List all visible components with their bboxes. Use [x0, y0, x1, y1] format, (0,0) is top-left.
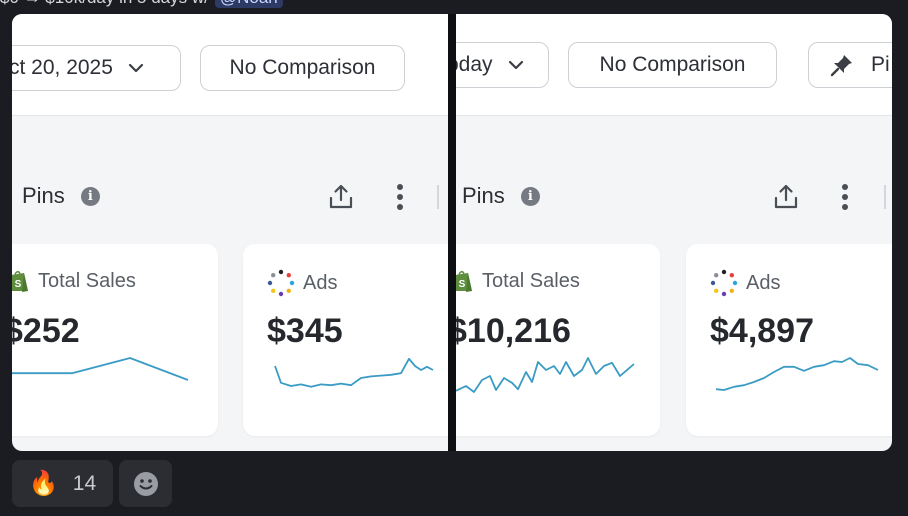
metric-card-ads[interactable]: Ads $4,897 — [686, 244, 892, 436]
pin-pill[interactable]: Pi — [808, 42, 892, 88]
attachment-image-right[interactable]: oday No Comparison Pi Pins i — [456, 14, 892, 451]
pins-header: Pins i — [456, 179, 892, 215]
comparison-label: No Comparison — [229, 56, 376, 79]
message-text: $0 → $10k/day in 5 days w/ @Noah — [0, 0, 283, 10]
sparkline-path — [456, 357, 635, 393]
more-vertical-icon[interactable] — [829, 181, 861, 213]
info-icon[interactable]: i — [80, 186, 100, 206]
sparkline-path — [274, 357, 434, 388]
svg-text:S: S — [459, 279, 466, 290]
shopify-icon: S — [12, 269, 30, 293]
card-value: $4,897 — [710, 312, 814, 350]
card-title: Total Sales — [482, 269, 580, 292]
card-title: Ads — [746, 271, 781, 294]
chevron-down-icon — [128, 63, 144, 73]
info-icon[interactable]: i — [520, 186, 540, 206]
user-mention[interactable]: @Noah — [214, 0, 283, 8]
toolbar-divider — [437, 185, 439, 209]
card-value: $10,216 — [456, 312, 571, 350]
chevron-down-icon — [508, 60, 523, 70]
card-header: Ads — [267, 269, 337, 297]
message-fragment: $0 → $10k/day in 5 days w/ — [0, 0, 209, 8]
date-range-pill[interactable]: oday — [456, 42, 549, 88]
metric-card-total-sales[interactable]: S Total Sales $10,216 — [456, 244, 660, 436]
ads-dots-icon — [267, 269, 295, 297]
add-reaction-button[interactable] — [119, 460, 172, 507]
dashboard-toolbar: ct 20, 2025 No Comparison — [12, 14, 448, 116]
ads-dots-icon — [710, 269, 738, 297]
sparkline-path — [715, 357, 879, 391]
pins-label: Pins — [462, 183, 505, 208]
sparkline — [715, 357, 879, 391]
pins-label: Pins — [22, 183, 65, 208]
card-header: Ads — [710, 269, 780, 297]
svg-text:S: S — [15, 279, 22, 290]
add-reaction-icon — [133, 471, 158, 496]
comparison-label: No Comparison — [599, 53, 746, 76]
pins-title: Pins i — [22, 183, 100, 209]
card-title: Ads — [303, 271, 338, 294]
toolbar-divider — [884, 185, 886, 209]
reactions-bar: 🔥 14 — [12, 460, 172, 507]
reaction-count: 14 — [72, 471, 97, 495]
date-range-label: oday — [456, 53, 493, 76]
pins-title: Pins i — [462, 183, 540, 209]
comparison-pill[interactable]: No Comparison — [568, 42, 777, 88]
fire-emoji: 🔥 — [28, 470, 59, 497]
dashboard-toolbar: oday No Comparison Pi — [456, 14, 892, 116]
sparkline — [456, 357, 635, 393]
card-value: $252 — [12, 312, 80, 350]
metric-card-ads[interactable]: Ads $345 — [243, 244, 448, 436]
pins-header: Pins i — [12, 179, 448, 215]
card-header: S Total Sales — [12, 269, 136, 293]
date-range-pill[interactable]: ct 20, 2025 — [12, 45, 181, 91]
sparkline-path — [12, 357, 189, 381]
card-value: $345 — [267, 312, 343, 350]
metric-card-total-sales[interactable]: S Total Sales $252 — [12, 244, 218, 436]
comparison-pill[interactable]: No Comparison — [200, 45, 405, 91]
sparkline — [274, 357, 434, 388]
sparkline — [12, 357, 189, 381]
pin-label: Pi — [871, 53, 890, 76]
pin-icon — [830, 55, 852, 77]
reaction-fire[interactable]: 🔥 14 — [12, 460, 113, 507]
image-divider — [448, 14, 456, 451]
share-icon[interactable] — [770, 181, 802, 213]
date-range-label: ct 20, 2025 — [12, 56, 113, 79]
card-title: Total Sales — [38, 269, 136, 292]
share-icon[interactable] — [325, 181, 357, 213]
more-vertical-icon[interactable] — [384, 181, 416, 213]
attachment-image-left[interactable]: ct 20, 2025 No Comparison Pins i — [12, 14, 448, 451]
card-header: S Total Sales — [456, 269, 580, 293]
shopify-icon: S — [456, 269, 474, 293]
